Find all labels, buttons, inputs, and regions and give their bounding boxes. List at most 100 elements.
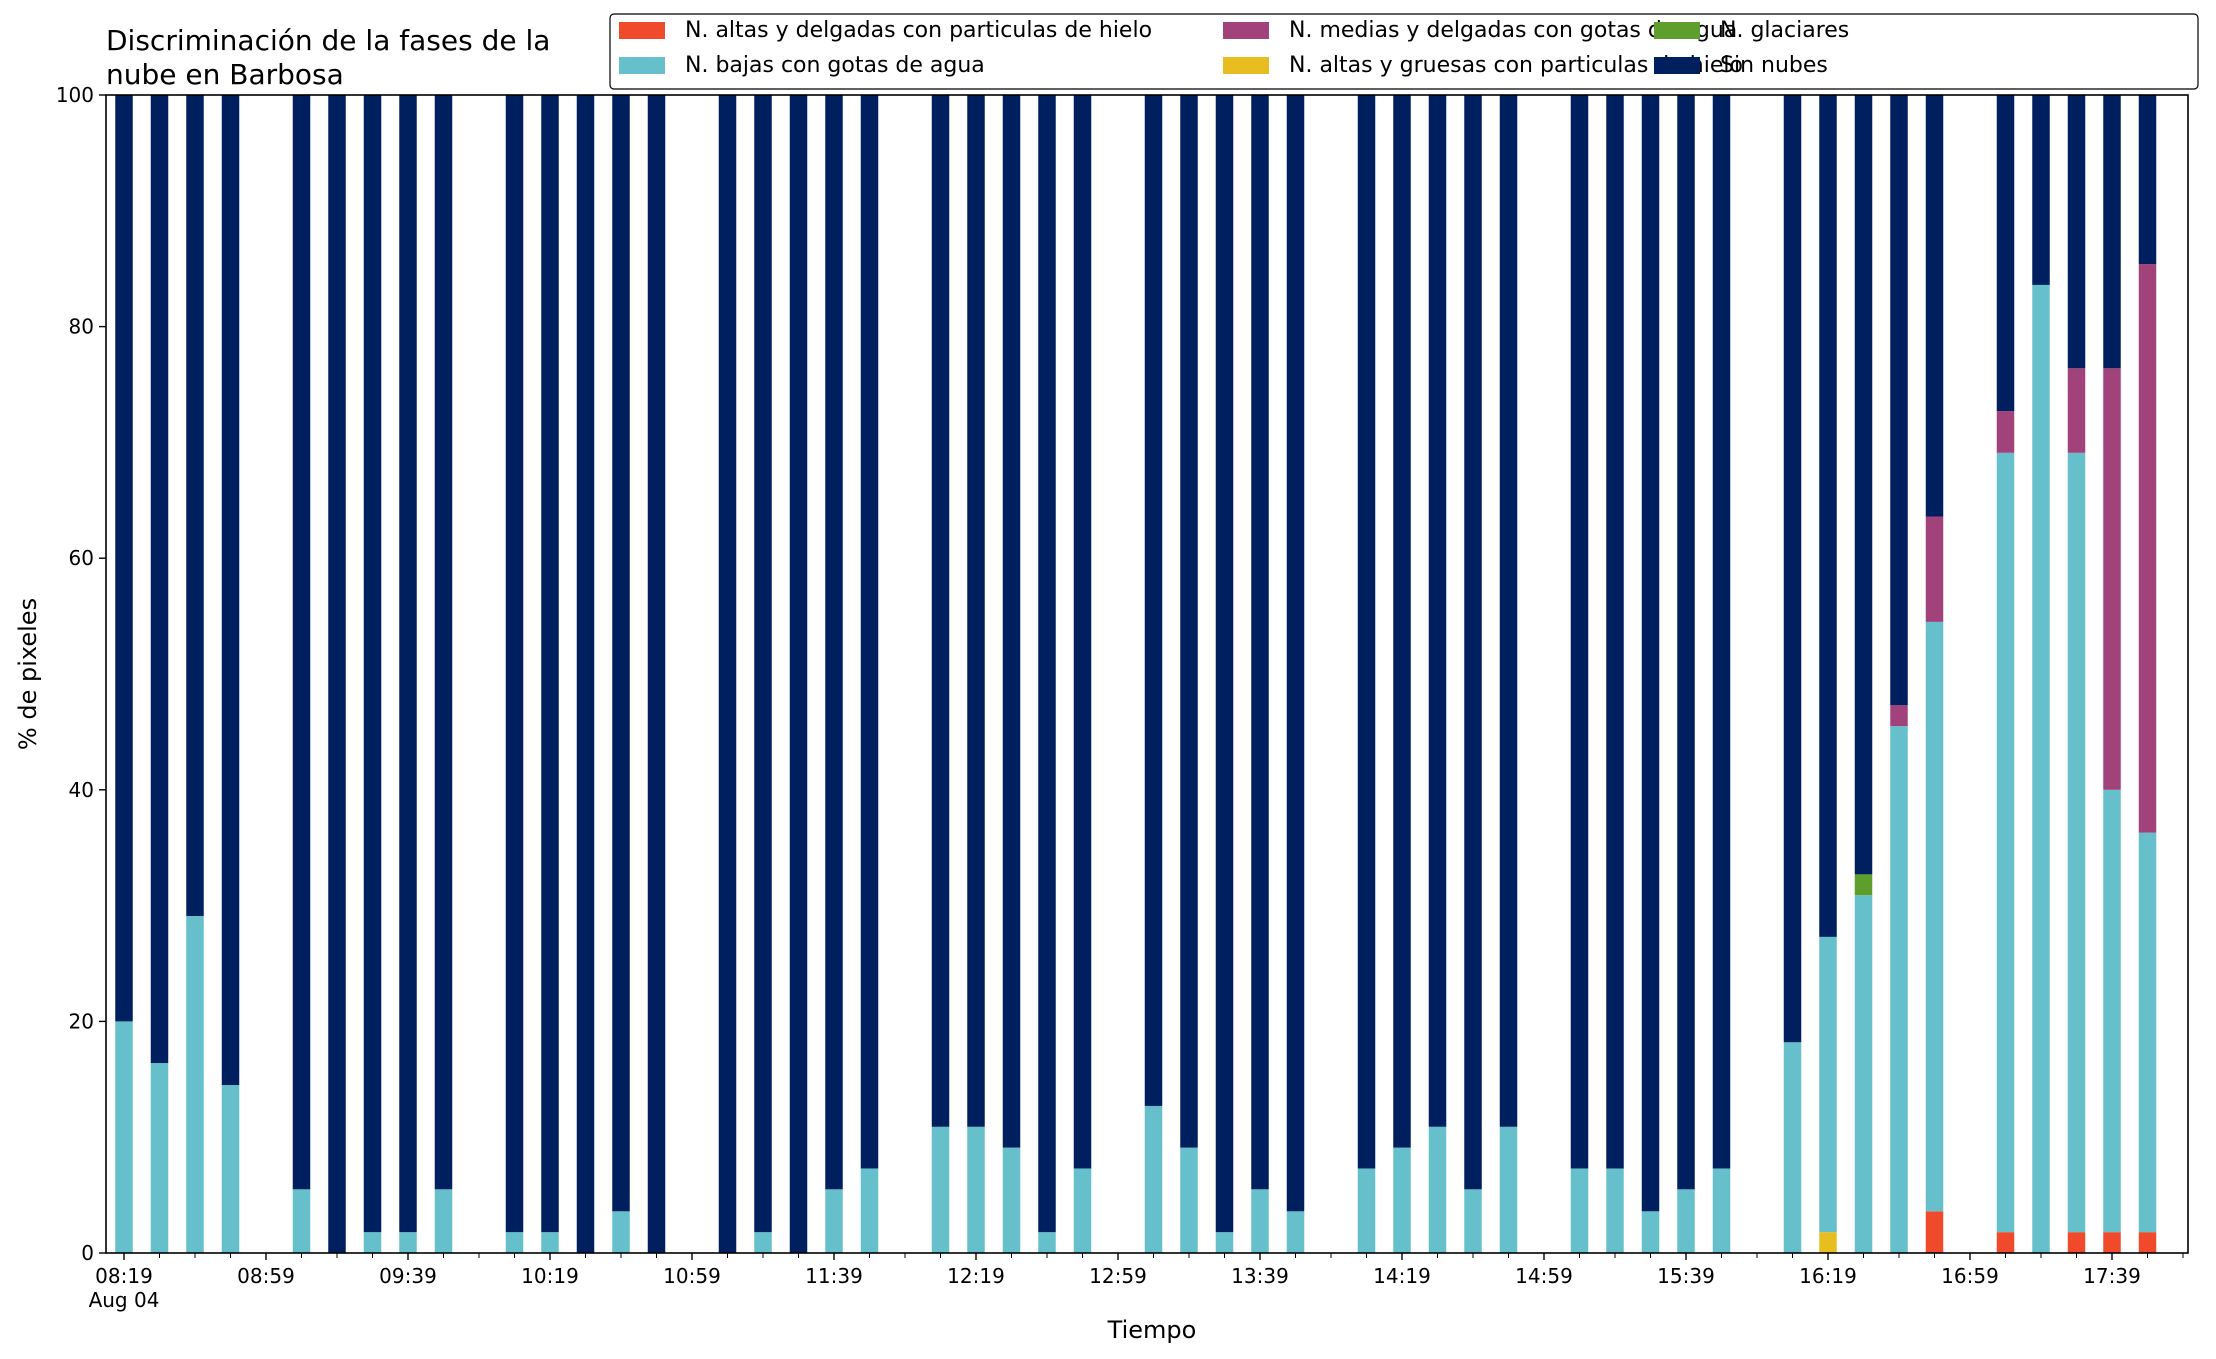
legend-swatch [1654, 57, 1700, 74]
bar-segment [1215, 1232, 1234, 1253]
bar-segment [576, 95, 595, 1253]
legend-label: N. glaciares [1720, 18, 1849, 43]
x-tick-label: 10:59 [663, 1264, 721, 1288]
bar-segment [1712, 95, 1731, 1169]
bar-segment [1180, 95, 1198, 1148]
bar-segment [399, 95, 417, 1233]
chart-title-line-2: nube en Barbosa [106, 58, 344, 91]
bar-segment [967, 95, 985, 1127]
bar-segment [2138, 832, 2157, 1233]
bar-segment [1925, 95, 1944, 517]
bar-segment [647, 95, 666, 1253]
x-tick-label: 08:59 [237, 1264, 295, 1288]
bar-segment [150, 95, 169, 1064]
bar-segment [1073, 1168, 1092, 1253]
bar-segment [2032, 284, 2050, 1253]
bar-segment [2067, 1232, 2086, 1253]
bar-segment [2067, 368, 2086, 453]
bar-segment [363, 95, 382, 1233]
bar-segment [150, 1063, 169, 1253]
legend-frame [609, 13, 2199, 90]
x-tick-label: 17:39 [2083, 1264, 2141, 1288]
bar-segment [2032, 95, 2050, 285]
bar-segment [541, 95, 559, 1233]
bar-segment [1180, 1147, 1198, 1253]
bar-segment [1819, 95, 1837, 937]
bar-segment [186, 95, 204, 917]
bar-segment [2138, 1232, 2157, 1253]
bar-segment [1783, 1042, 1802, 1253]
legend-label: N. altas y delgadas con particulas de hi… [685, 18, 1152, 43]
bar-segment [860, 95, 879, 1169]
bar-segment [825, 95, 843, 1190]
bar-segment [1783, 95, 1802, 1043]
bar-segment [754, 95, 772, 1233]
x-tick-label: 08:19 [95, 1264, 153, 1288]
x-tick-label: 14:19 [1373, 1264, 1431, 1288]
bar-segment [2103, 95, 2121, 369]
bar-segment [1996, 1232, 2015, 1253]
bar-segment [1996, 95, 2015, 412]
bar-segment [718, 95, 737, 1253]
bar-segment [1819, 936, 1837, 1233]
bar-segment [1002, 95, 1021, 1148]
y-axis: 0 20 40 60 80 100 [56, 83, 106, 1265]
bar-segment [1251, 95, 1269, 1190]
x-tick-label: 15:39 [1657, 1264, 1715, 1288]
bar-segment [1002, 1147, 1021, 1253]
bar-segment [292, 95, 311, 1190]
legend-swatch [1654, 22, 1700, 39]
bar-segment [363, 1232, 382, 1253]
bar-segment [1925, 1211, 1944, 1253]
bar-segment [1854, 874, 1873, 896]
y-axis-label: % de pixeles [14, 598, 42, 750]
legend-swatch [1223, 57, 1269, 74]
y-tick-label: 100 [56, 83, 94, 107]
x-tick-label: 14:59 [1515, 1264, 1573, 1288]
x-tick-label: 12:19 [947, 1264, 1005, 1288]
bar-segment [1854, 895, 1873, 1253]
bar-segment [1854, 95, 1873, 875]
bar-segment [1570, 95, 1589, 1169]
y-tick-label: 40 [69, 778, 94, 802]
bar-segment [1819, 1232, 1837, 1253]
bar-segment [1428, 95, 1447, 1127]
bar-segment [2067, 95, 2086, 369]
bar-segment [1073, 95, 1092, 1169]
bar-segment [1357, 95, 1376, 1169]
bar-segment [292, 1189, 311, 1253]
bar-segment [1641, 95, 1660, 1212]
bar-segment [1712, 1168, 1731, 1253]
x-axis-label: Tiempo [1107, 1316, 1197, 1344]
bar-segment [1499, 1126, 1518, 1253]
bar-segment [434, 1189, 453, 1253]
legend-label: Sin nubes [1720, 53, 1828, 78]
bar-segment [399, 1232, 417, 1253]
bar-segment [2103, 368, 2121, 790]
y-tick-label: 80 [69, 315, 94, 339]
x-tick-label: 16:19 [1799, 1264, 1857, 1288]
bar-segment [1428, 1126, 1447, 1253]
x-tick-label: 12:59 [1089, 1264, 1147, 1288]
bar-segment [1925, 621, 1944, 1212]
bar-segment [1393, 95, 1411, 1148]
bar-segment [1499, 95, 1518, 1127]
bar-segment [1890, 726, 1908, 1253]
bar-segment [1038, 1232, 1056, 1253]
bar-segment [1925, 516, 1944, 622]
legend-swatch [1223, 22, 1269, 39]
bar-segment [115, 1021, 133, 1253]
bar-segment [1606, 95, 1624, 1169]
chart-title: Discriminación de la fases de la nube en… [106, 24, 559, 91]
x-tick-label: 10:19 [521, 1264, 579, 1288]
x-tick-label: 16:59 [1941, 1264, 1999, 1288]
x-tick-sublabel: Aug 04 [89, 1288, 160, 1312]
legend: N. altas y delgadas con particulas de hi… [609, 13, 2199, 90]
plot-area-frame [105, 94, 2189, 1254]
bar-segment [2103, 1232, 2121, 1253]
bar-segment [931, 95, 950, 1127]
bar-segment [1286, 95, 1305, 1212]
bars-group [115, 95, 2157, 1253]
x-tick-label: 11:39 [805, 1264, 863, 1288]
